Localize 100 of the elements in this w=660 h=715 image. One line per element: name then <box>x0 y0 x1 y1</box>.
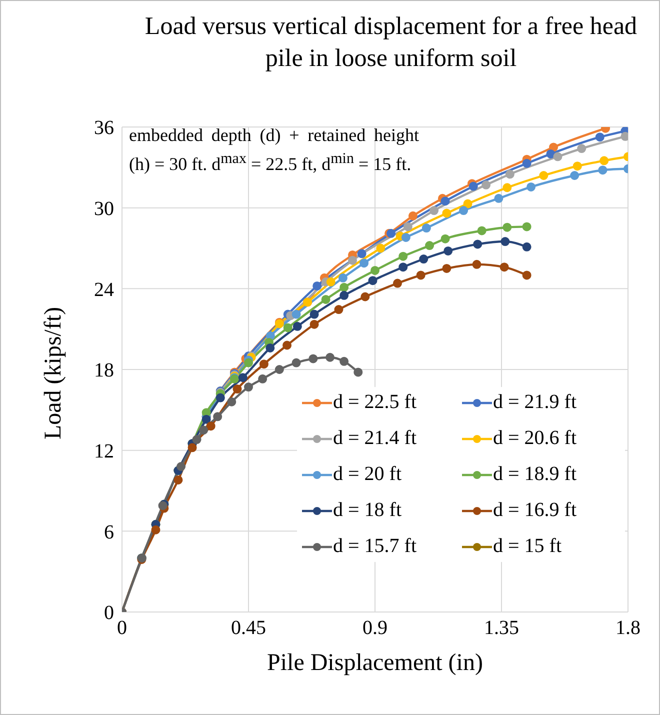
point <box>176 462 186 471</box>
legend-label: d = 15.7 ft <box>333 535 416 558</box>
point <box>360 258 369 268</box>
point <box>354 368 363 377</box>
x-tick-label: 1.8 <box>616 617 640 640</box>
legend-label: d = 21.9 ft <box>493 391 576 414</box>
point <box>403 222 412 232</box>
point <box>577 144 586 154</box>
point <box>430 206 439 216</box>
point <box>360 292 370 302</box>
point <box>444 246 453 256</box>
point <box>422 224 431 233</box>
point <box>283 323 292 332</box>
point <box>473 240 482 249</box>
point <box>348 256 358 265</box>
point <box>522 242 532 252</box>
point <box>500 237 510 246</box>
point <box>244 358 253 368</box>
point <box>600 156 609 166</box>
point <box>442 208 452 218</box>
point <box>310 320 319 329</box>
legend-label: d = 22.5 ft <box>333 391 416 414</box>
point <box>202 414 211 424</box>
point <box>392 278 402 288</box>
point <box>368 276 378 286</box>
point <box>174 475 183 484</box>
annotation: embedded depth (d) + retained height (h) = 30 ft. d$^{max}$ = 22.5 ft, d$^{min}$ = 15 ft. <box>129 124 419 176</box>
legend-label: d = 18.9 ft <box>493 463 576 486</box>
x-axis-title: Pile Displacement (in) <box>267 650 483 676</box>
point <box>232 384 242 394</box>
point <box>572 162 582 171</box>
point <box>282 340 292 350</box>
point <box>398 252 408 261</box>
y-axis-title: Load (kips/ft) <box>40 306 67 440</box>
point <box>266 343 275 352</box>
y-tick-label: 6 <box>104 521 114 544</box>
point <box>539 171 548 180</box>
point <box>227 397 236 406</box>
point <box>522 222 532 232</box>
point <box>463 199 472 208</box>
point <box>482 180 491 190</box>
point <box>308 354 318 364</box>
chart-title: Load versus vertical displacement for a free head pile in loose uniform soil <box>144 12 638 74</box>
point <box>494 194 504 203</box>
point <box>312 281 322 290</box>
point <box>442 264 452 273</box>
point <box>321 294 330 304</box>
point <box>192 435 202 444</box>
x-tick-label: 0.9 <box>362 617 388 640</box>
point <box>419 254 428 264</box>
point <box>595 132 604 142</box>
point <box>292 310 301 319</box>
legend-label: d = 20.6 ft <box>493 427 576 450</box>
y-tick-label: 12 <box>94 440 114 462</box>
point <box>526 182 536 192</box>
point <box>416 270 426 280</box>
y-tick-label: 36 <box>94 117 114 140</box>
point <box>477 226 486 236</box>
point <box>522 270 532 280</box>
point <box>340 356 349 366</box>
point <box>505 170 514 179</box>
point <box>238 373 248 382</box>
point <box>326 352 335 362</box>
x-tick-label: 1.35 <box>484 617 519 640</box>
x-tick-label: 0.45 <box>231 617 266 640</box>
point <box>468 182 478 191</box>
point <box>398 262 408 272</box>
point <box>199 426 208 435</box>
point <box>459 206 468 216</box>
y-tick-label: 18 <box>94 360 114 382</box>
point <box>274 365 284 374</box>
point <box>440 196 450 206</box>
y-tick-label: 0 <box>104 602 114 624</box>
point <box>408 211 418 220</box>
point <box>338 273 348 282</box>
point <box>206 422 216 431</box>
legend-label: d = 21.4 ft <box>333 427 416 450</box>
point <box>502 222 512 232</box>
point <box>340 282 349 292</box>
point <box>546 149 556 158</box>
point <box>244 382 253 392</box>
point <box>502 183 512 192</box>
point <box>340 290 349 300</box>
point <box>553 152 562 162</box>
y-tick-label: 30 <box>94 198 114 220</box>
legend-label: d = 16.9 ft <box>493 499 576 522</box>
point <box>326 277 336 286</box>
point <box>440 234 450 244</box>
point <box>292 358 301 368</box>
point <box>370 266 380 275</box>
point <box>310 310 319 319</box>
point <box>151 525 160 534</box>
y-tick-label: 24 <box>94 278 114 301</box>
point <box>258 374 268 384</box>
point <box>500 262 509 272</box>
point <box>522 158 532 168</box>
point <box>213 412 222 422</box>
point <box>598 166 608 175</box>
point <box>188 443 197 452</box>
point <box>549 142 558 152</box>
